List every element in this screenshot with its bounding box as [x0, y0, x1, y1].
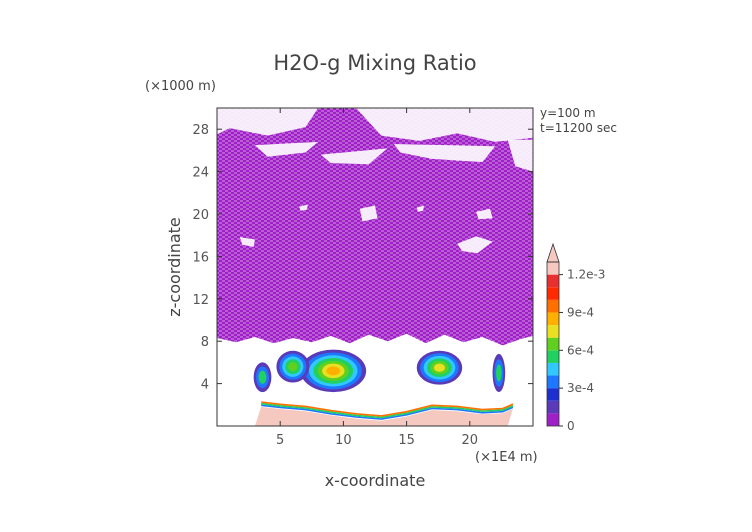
plot-frame — [216, 107, 534, 427]
colorbar-swatch — [547, 400, 559, 414]
cloud-plume-left-outer — [288, 362, 298, 372]
dry-pocket — [457, 236, 493, 254]
x-axis-label: x-coordinate — [325, 471, 426, 490]
dry-pocket — [394, 144, 496, 163]
moist-layer-texture — [217, 108, 533, 345]
y-tick-label: 24 — [192, 166, 209, 181]
cloud-plume-edge-left — [258, 370, 267, 384]
y-units-label: (×1000 m) — [145, 79, 216, 94]
cloud-plume-left — [326, 366, 341, 376]
x-tick-label: 5 — [276, 433, 284, 448]
colorbar-label: 6e-4 — [567, 343, 594, 357]
x-units-label: (×1E4 m) — [475, 450, 538, 465]
surface-layer — [254, 406, 513, 426]
colorbar-frame — [546, 261, 560, 427]
colorbar-swatch — [547, 337, 559, 351]
y-axis-ticks: 4 8 12 16 20 24 28 — [192, 123, 533, 393]
colorbar-swatch — [547, 413, 559, 426]
y-axis-label: z-coordinate — [165, 217, 184, 317]
dry-pocket — [356, 108, 533, 142]
colorbar-label: 3e-4 — [567, 381, 594, 395]
dry-pocket — [507, 139, 533, 172]
y-tick-label: 12 — [192, 293, 209, 308]
dry-pocket — [299, 204, 308, 211]
y-tick-label: 8 — [201, 335, 209, 350]
y-tick-label: 28 — [192, 123, 209, 138]
y-tick-label: 16 — [192, 250, 209, 265]
colorbar-swatch — [547, 299, 559, 313]
dry-pocket — [217, 108, 319, 136]
cloud-plume-edge-right — [496, 364, 502, 382]
dry-pocket — [320, 148, 388, 165]
annotation-time: t=11200 sec — [540, 121, 617, 135]
colorbar-extend-arrow — [546, 242, 560, 263]
x-tick-label: 20 — [462, 433, 479, 448]
surface-rim — [261, 404, 514, 420]
colorbar-swatch — [547, 388, 559, 401]
dry-pocket — [476, 208, 493, 220]
colorbar-swatch — [547, 362, 559, 376]
colorbar-swatch — [547, 274, 559, 288]
surface-rim — [261, 401, 514, 417]
annotation-y: y=100 m — [540, 106, 596, 120]
dry-pocket — [359, 205, 378, 222]
x-tick-label: 15 — [398, 433, 415, 448]
dry-pocket — [254, 141, 319, 157]
colorbar-swatch — [547, 262, 559, 275]
y-tick-label: 20 — [192, 208, 209, 223]
colorbar-label: 9e-4 — [567, 305, 594, 319]
dry-pocket — [416, 205, 425, 212]
field-layer — [217, 108, 533, 426]
colorbar-swatch — [547, 375, 559, 389]
colorbar-swatch — [547, 350, 559, 363]
dry-pocket — [239, 237, 255, 247]
colorbar-swatch — [547, 312, 559, 326]
chart-title: H2O-g Mixing Ratio — [273, 51, 476, 75]
colorbar-label: 0 — [567, 419, 575, 433]
x-tick-label: 10 — [335, 433, 352, 448]
y-tick-label: 4 — [201, 378, 209, 393]
colorbar-swatch — [547, 325, 559, 338]
cloud-plume-right — [433, 363, 445, 372]
colorbar: 0 3e-4 6e-4 9e-4 1.2e-3 — [546, 242, 605, 433]
colorbar-label: 1.2e-3 — [567, 268, 605, 282]
x-axis-ticks: 5 10 15 20 — [276, 108, 478, 448]
colorbar-swatch — [547, 287, 559, 300]
surface-rim — [261, 402, 514, 419]
